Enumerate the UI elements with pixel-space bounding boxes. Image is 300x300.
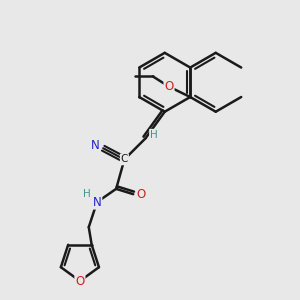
Text: H: H [150,130,158,140]
Text: N: N [93,196,101,208]
Text: C: C [121,154,128,164]
Text: O: O [75,274,85,287]
Text: N: N [91,139,99,152]
Text: O: O [137,188,146,201]
Text: H: H [83,189,91,199]
Text: O: O [164,80,174,93]
